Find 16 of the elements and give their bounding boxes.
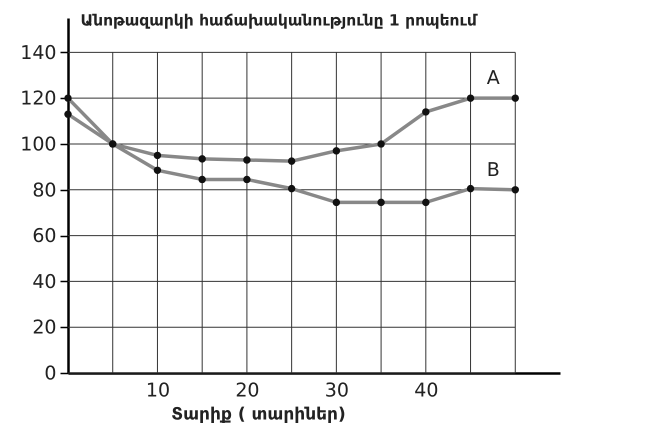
x-tick-label: 30 bbox=[324, 380, 349, 402]
y-tick-label: 120 bbox=[20, 88, 56, 110]
y-tick-label: 0 bbox=[44, 362, 56, 384]
series-label: A bbox=[486, 67, 500, 90]
y-tick-label: 80 bbox=[32, 179, 56, 202]
y-tick-label: 100 bbox=[20, 133, 56, 156]
y-axis-title: Անոթազարկի հաճախականությունը 1 րոպեում bbox=[80, 12, 478, 30]
x-tick-label: 40 bbox=[414, 380, 438, 402]
y-tick-label: 40 bbox=[32, 270, 56, 293]
x-tick-label: 10 bbox=[146, 380, 170, 402]
x-axis-title: Տարիք ( տարիներ) bbox=[171, 404, 346, 424]
y-tick-label: 60 bbox=[32, 225, 56, 248]
y-tick-label: 20 bbox=[32, 316, 56, 339]
x-tick-label: 20 bbox=[235, 380, 260, 402]
y-tick-label: 140 bbox=[20, 42, 56, 64]
series-label: B bbox=[486, 158, 500, 181]
